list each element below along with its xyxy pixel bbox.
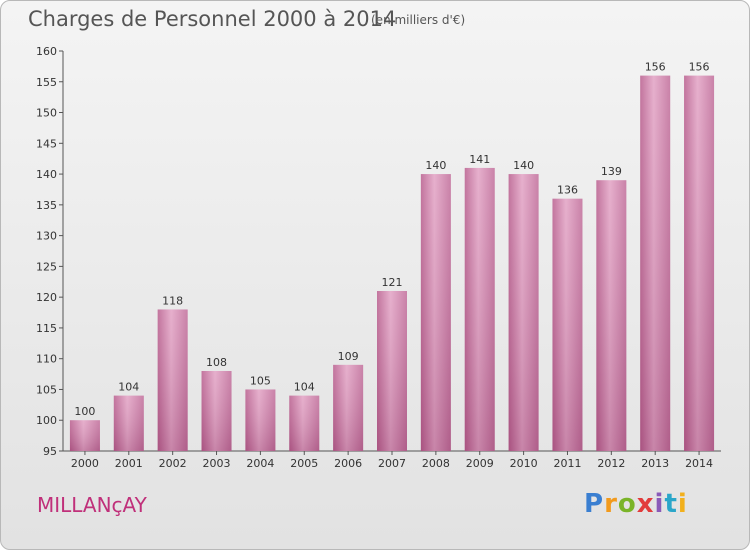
x-tick-label: 2003: [203, 457, 231, 470]
bar-shade: [289, 395, 320, 451]
logo-letter: P: [584, 489, 605, 519]
y-tick-label: 160: [36, 45, 57, 58]
data-label: 156: [645, 61, 666, 74]
x-tick-label: 2009: [466, 457, 494, 470]
x-tick-label: 2008: [422, 457, 450, 470]
bar-shade: [596, 180, 627, 451]
y-tick-label: 120: [36, 291, 57, 304]
y-tick-label: 140: [36, 168, 57, 181]
y-tick-label: 95: [43, 445, 57, 458]
y-tick-label: 150: [36, 107, 57, 120]
proxiti-logo: Proxiti: [584, 489, 688, 519]
bar-shade: [684, 75, 715, 451]
x-tick-label: 2006: [334, 457, 362, 470]
x-tick-label: 2010: [510, 457, 538, 470]
data-label: 100: [74, 405, 95, 418]
logo-letter: x: [636, 489, 655, 519]
bar-shade: [333, 364, 364, 451]
data-label: 156: [689, 61, 710, 74]
y-tick-label: 115: [36, 322, 57, 335]
x-tick-label: 2012: [597, 457, 625, 470]
logo-letter: i: [654, 489, 665, 519]
y-tick-label: 155: [36, 76, 57, 89]
data-label: 104: [118, 381, 139, 394]
bar-shade: [377, 291, 407, 451]
bar-shade: [201, 371, 232, 451]
x-tick-label: 2011: [553, 457, 581, 470]
x-tick-label: 2001: [115, 457, 143, 470]
commune-name: MILLANçAY: [37, 493, 147, 517]
bar-shade: [157, 309, 188, 451]
logo-letter: t: [664, 489, 678, 519]
y-tick-label: 145: [36, 137, 57, 150]
y-tick-label: 135: [36, 199, 57, 212]
logo-letter: i: [677, 489, 688, 519]
data-label: 140: [513, 159, 534, 172]
logo-letter: o: [617, 489, 637, 519]
bar-shade: [69, 420, 100, 451]
data-label: 104: [294, 381, 315, 394]
bar-shade: [508, 174, 539, 452]
logo-letter: r: [604, 489, 618, 519]
bar-shade: [552, 198, 583, 451]
x-tick-label: 2002: [159, 457, 187, 470]
x-tick-label: 2000: [71, 457, 99, 470]
bar-shade: [640, 75, 671, 451]
bar-shade: [245, 389, 276, 451]
x-tick-label: 2014: [685, 457, 713, 470]
data-label: 139: [601, 165, 622, 178]
chart-subtitle: (en milliers d'€): [371, 13, 466, 27]
x-tick-label: 2005: [290, 457, 318, 470]
y-tick-label: 130: [36, 230, 57, 243]
y-tick-label: 105: [36, 383, 57, 396]
data-label: 118: [162, 294, 183, 307]
bar-shade: [464, 167, 495, 451]
x-tick-label: 2007: [378, 457, 406, 470]
y-tick-label: 125: [36, 260, 57, 273]
data-label: 108: [206, 356, 227, 369]
x-tick-label: 2004: [246, 457, 274, 470]
data-label: 109: [338, 350, 359, 363]
x-tick-label: 2013: [641, 457, 669, 470]
data-label: 141: [469, 153, 490, 166]
y-tick-label: 100: [36, 414, 57, 427]
data-label: 105: [250, 374, 271, 387]
data-label: 121: [382, 276, 403, 289]
bar-shade: [420, 174, 451, 452]
y-tick-label: 110: [36, 353, 57, 366]
chart-title: Charges de Personnel 2000 à 2014: [28, 7, 397, 31]
bar-shade: [113, 395, 144, 451]
data-label: 136: [557, 184, 578, 197]
data-label: 140: [425, 159, 446, 172]
